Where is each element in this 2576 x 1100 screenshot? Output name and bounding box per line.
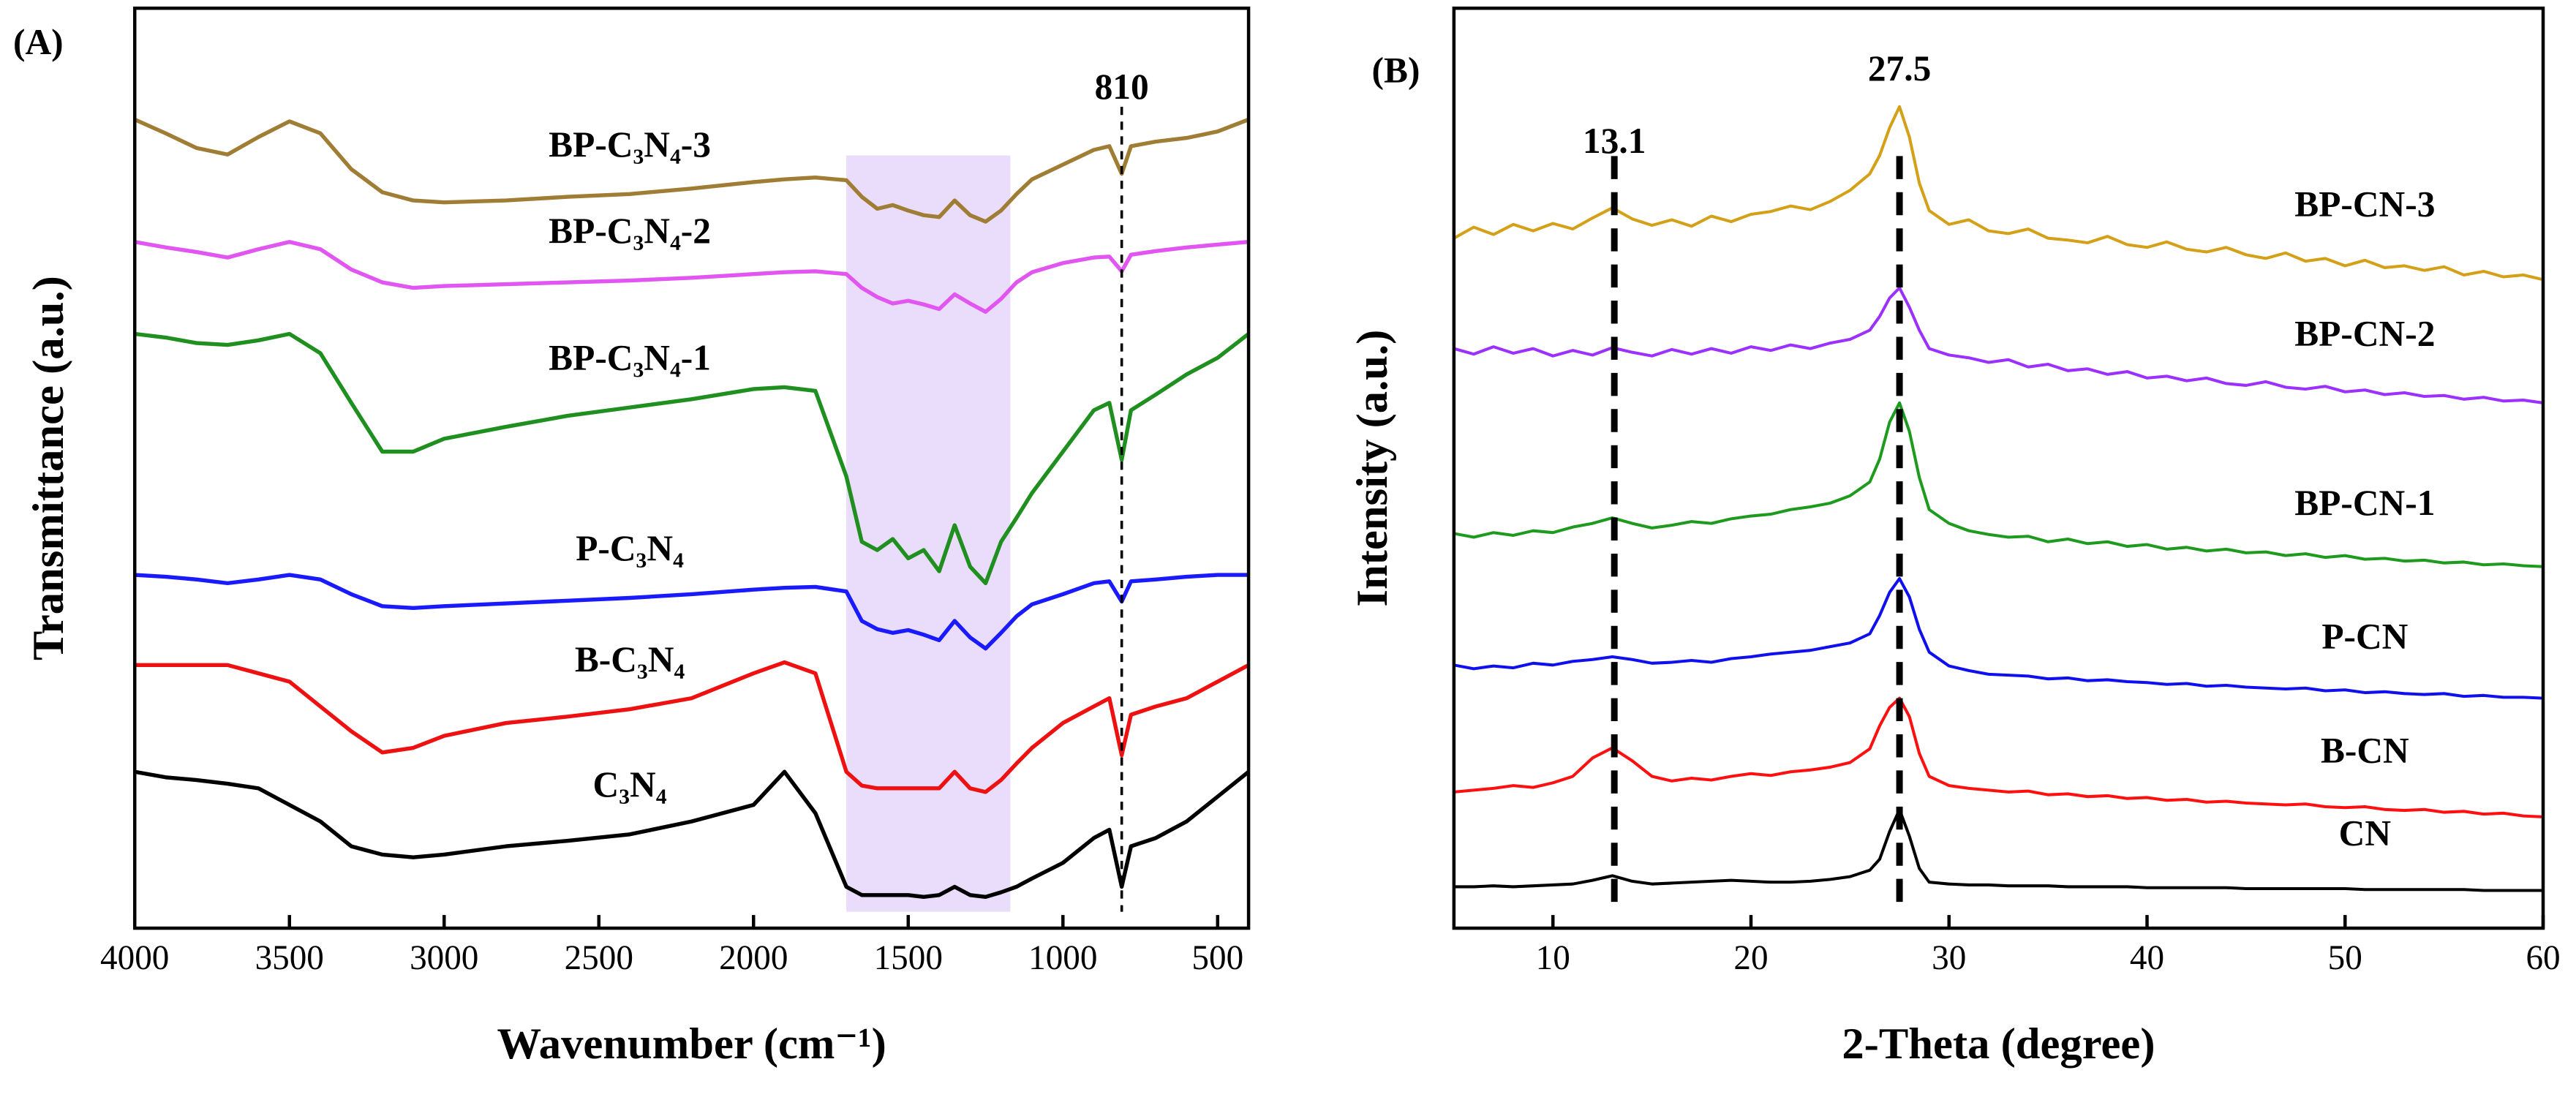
x-axis-label: 2-Theta (degree) (1842, 1020, 2155, 1069)
x-tick-label: 3000 (410, 939, 478, 977)
series-line (1453, 696, 2544, 818)
x-tick-label: 4000 (100, 939, 169, 977)
series-label: BP-CN-1 (2294, 483, 2435, 523)
highlight-band (846, 155, 1011, 912)
x-tick-label: 50 (2328, 939, 2362, 977)
series-line (1453, 401, 2544, 568)
series-label: P-C₃N₄ (576, 528, 684, 568)
x-tick-label: 2000 (719, 939, 788, 977)
series-line (1453, 807, 2544, 892)
series-label: B-C₃N₄ (575, 639, 685, 679)
annotation-label: 13.1 (1583, 121, 1646, 161)
series-line (135, 573, 1249, 651)
panel-label: (B) (1372, 50, 1420, 90)
x-tick-label: 1000 (1028, 939, 1097, 977)
y-axis-label: Transmittance (a.u.) (24, 276, 73, 660)
x-tick-label: 3500 (255, 939, 324, 977)
series-line (135, 660, 1250, 794)
x-tick-label: 40 (2130, 939, 2164, 977)
series-label: CN (2339, 813, 2392, 854)
x-tick-label: 1500 (874, 939, 943, 977)
panel-label: (A) (13, 22, 64, 62)
plot-frame (1452, 6, 2545, 930)
x-tick-label: 20 (1733, 939, 1768, 977)
series-label: BP-C₃N₄-2 (549, 211, 711, 251)
y-axis-label: Intensity (a.u.) (1348, 330, 1397, 607)
x-tick-label: 2500 (565, 939, 633, 977)
annotation-label: 27.5 (1868, 48, 1931, 88)
annotation-label: 810 (1095, 67, 1149, 107)
x-axis-label: Wavenumber (cm⁻¹) (497, 1020, 886, 1069)
series-label: BP-CN-2 (2294, 314, 2435, 354)
series-line (134, 240, 1249, 314)
x-tick-label: 60 (2526, 939, 2560, 977)
x-tick-label: 10 (1536, 939, 1570, 977)
series-label: P-CN (2321, 617, 2408, 657)
series-line (1453, 105, 2544, 282)
series-line (134, 769, 1250, 899)
series-line (134, 117, 1250, 224)
series-line (1453, 577, 2544, 700)
series-label: BP-C₃N₄-3 (549, 124, 711, 165)
plot-frame (132, 6, 1251, 930)
series-line (1453, 286, 2544, 404)
x-tick-label: 500 (1191, 939, 1243, 977)
series-label: BP-CN-3 (2294, 184, 2435, 224)
series-label: B-CN (2321, 730, 2409, 770)
series-label: C₃N₄ (593, 764, 667, 805)
x-tick-label: 30 (1932, 939, 1966, 977)
series-label: BP-C₃N₄-1 (549, 338, 711, 378)
series-line (134, 331, 1250, 586)
